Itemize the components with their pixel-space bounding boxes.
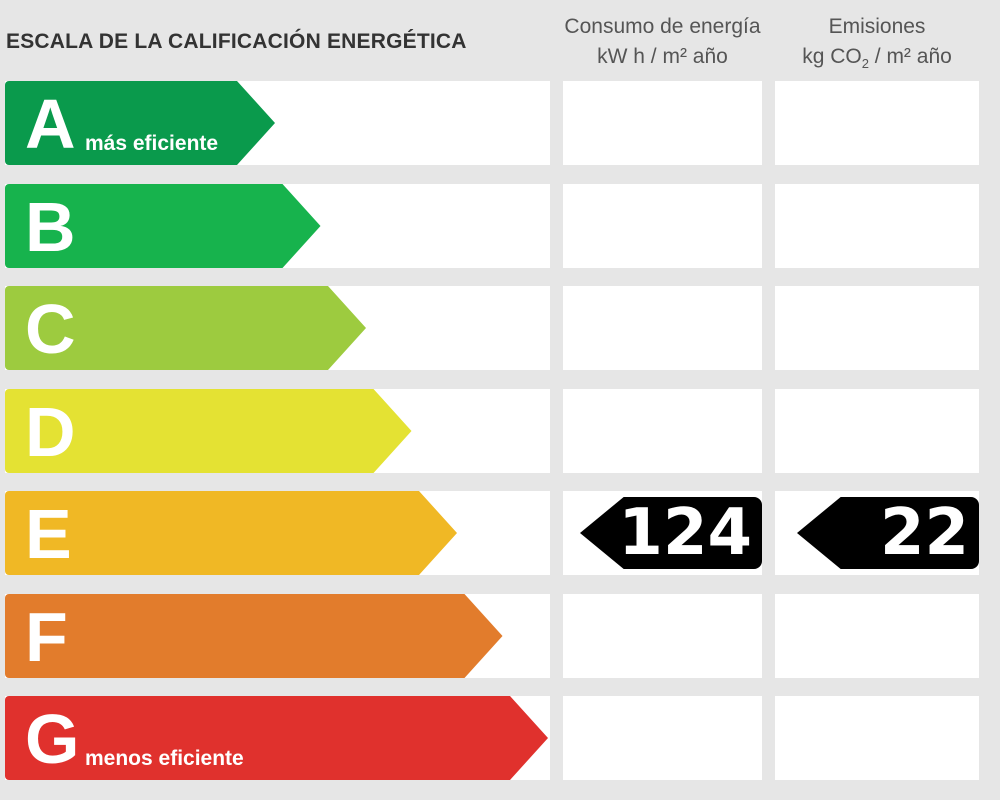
header-consumo-line2: kW h / m² año — [597, 45, 728, 68]
rating-row-f: F — [0, 594, 1000, 680]
emisiones-cell — [775, 389, 979, 473]
consumo-cell — [563, 696, 762, 780]
header-emisiones-line1: Emisiones — [828, 15, 926, 38]
rating-bar-e: E — [5, 491, 457, 575]
rating-letter: A — [25, 85, 76, 163]
rating-annotation: menos eficiente — [85, 747, 244, 770]
rating-row-c: C — [0, 286, 1000, 372]
consumo-cell — [563, 594, 762, 678]
rating-row-e: E 124 22 — [0, 491, 1000, 577]
emisiones-cell — [775, 184, 979, 268]
consumo-cell — [563, 184, 762, 268]
unit-kgco: kg CO — [802, 45, 862, 68]
consumo-cell — [563, 81, 762, 165]
header-consumo: Consumo de energía kW h / m² año — [555, 12, 770, 72]
emisiones-value-badge: 22 — [797, 497, 979, 569]
page-title: ESCALA DE LA CALIFICACIÓN ENERGÉTICA — [6, 30, 467, 53]
emisiones-cell — [775, 594, 979, 678]
rating-letter: C — [25, 290, 76, 368]
header-consumo-line1: Consumo de energía — [564, 15, 761, 38]
rating-bar-c: C — [5, 286, 366, 370]
emisiones-value: 22 — [879, 496, 969, 570]
rating-annotation: más eficiente — [85, 132, 219, 155]
consumo-value: 124 — [618, 496, 752, 570]
rating-bar-d: D — [5, 389, 412, 473]
header-emisiones: Emisiones kg CO2 / m² año — [772, 12, 982, 79]
emisiones-cell — [775, 81, 979, 165]
rating-letter: D — [25, 393, 76, 471]
rating-letter: G — [25, 700, 80, 778]
rating-bar-f: F — [5, 594, 503, 678]
rating-letter: B — [25, 188, 76, 266]
consumo-cell — [563, 389, 762, 473]
emisiones-cell — [775, 696, 979, 780]
rating-bar-b: B — [5, 184, 321, 268]
rating-letter: E — [25, 495, 72, 573]
rating-row-b: B — [0, 184, 1000, 270]
emisiones-cell — [775, 286, 979, 370]
unit-sub2: 2 — [861, 56, 869, 72]
consumo-value-badge: 124 — [580, 497, 762, 569]
rating-letter: F — [25, 598, 68, 676]
unit-m2: / m² año — [868, 45, 952, 68]
consumo-cell — [563, 286, 762, 370]
header-emisiones-line2: kg CO2 / m² año — [772, 42, 982, 79]
rating-row-d: D — [0, 389, 1000, 475]
